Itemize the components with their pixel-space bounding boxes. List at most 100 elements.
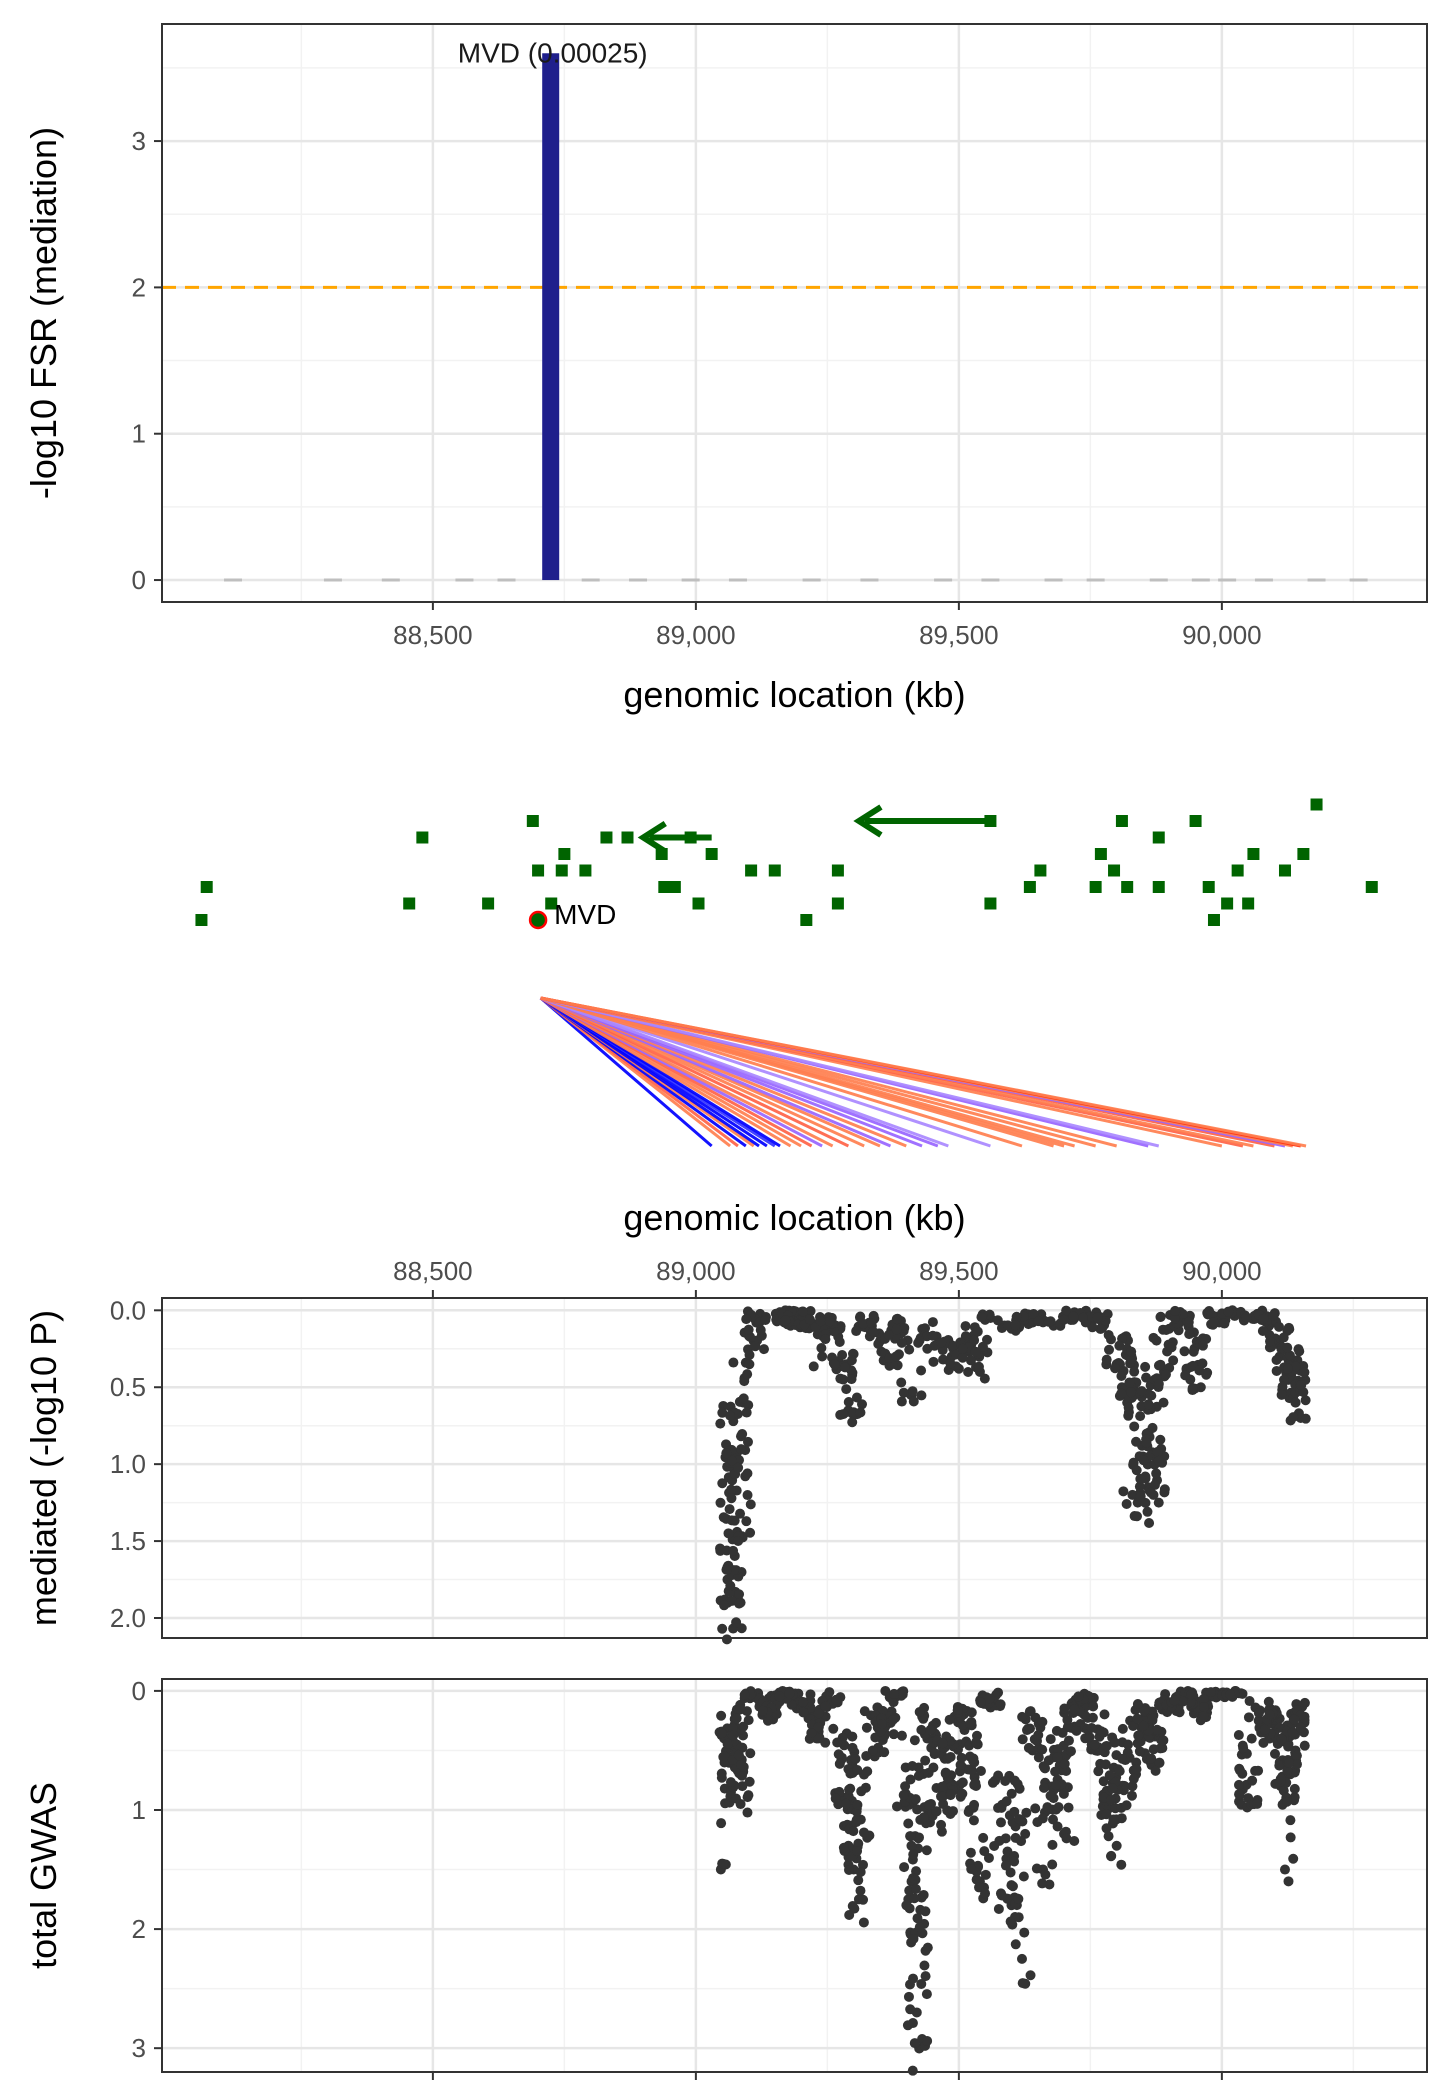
scatter-point xyxy=(1096,1726,1107,1737)
gene-marker xyxy=(984,815,997,827)
scatter-point xyxy=(1140,1361,1151,1372)
x-tick-label: 89,500 xyxy=(919,620,999,650)
scatter-point xyxy=(1011,1311,1022,1322)
scatter-point xyxy=(1153,1360,1164,1371)
scatter-point xyxy=(1145,1487,1156,1498)
scatter-point xyxy=(725,1580,736,1591)
scatter-point xyxy=(805,1702,816,1713)
scatter-point xyxy=(908,1396,919,1407)
scatter-point xyxy=(877,1705,888,1716)
scatter-point xyxy=(1010,1939,1021,1950)
scatter-point xyxy=(1128,1773,1139,1784)
scatter-point xyxy=(989,1840,1000,1851)
scatter-point xyxy=(844,1864,855,1875)
scatter-point xyxy=(833,1749,844,1760)
scatter-point xyxy=(820,1334,831,1345)
scatter-point xyxy=(920,1945,931,1956)
gene-marker xyxy=(403,897,416,910)
scatter-point xyxy=(938,1354,949,1365)
gene-track-x-title: genomic location (kb) xyxy=(623,1197,965,1238)
scatter-point xyxy=(1144,1517,1155,1528)
scatter-point xyxy=(1179,1346,1190,1357)
gene-marker xyxy=(745,864,758,877)
scatter-point xyxy=(1059,1758,1070,1769)
scatter-point xyxy=(1037,1744,1048,1755)
scatter-point xyxy=(891,1324,902,1335)
scatter-point xyxy=(1187,1383,1198,1394)
scatter-point xyxy=(1235,1765,1246,1776)
scatter-point xyxy=(921,1845,932,1856)
scatter-point xyxy=(1253,1765,1264,1776)
scatter-point xyxy=(930,1748,941,1759)
scatter-point xyxy=(1265,1336,1276,1347)
scatter-point xyxy=(735,1704,746,1715)
scatter-point xyxy=(735,1508,746,1519)
gene-marker xyxy=(831,897,844,910)
scatter-point xyxy=(1069,1835,1080,1846)
x-tick-label: 88,500 xyxy=(393,1256,473,1286)
x-axis-title: genomic location (kb) xyxy=(623,674,965,715)
scatter-point xyxy=(744,1776,755,1787)
bar-label: MVD (0.00025) xyxy=(458,37,648,68)
scatter-point xyxy=(1290,1361,1301,1372)
scatter-point xyxy=(1118,1486,1129,1497)
scatter-point xyxy=(909,1893,920,1904)
scatter-point xyxy=(1153,1497,1164,1508)
scatter-point xyxy=(838,1409,849,1420)
scatter-point xyxy=(1202,1367,1213,1378)
scatter-point xyxy=(1045,1790,1056,1801)
scatter-point xyxy=(889,1688,900,1699)
y-tick-label: 0 xyxy=(132,565,146,595)
scatter-point xyxy=(1153,1455,1164,1466)
scatter-point xyxy=(1040,1869,1051,1880)
scatter-point xyxy=(1244,1696,1255,1707)
scatter-point xyxy=(855,1407,866,1418)
scatter-point xyxy=(1184,1329,1195,1340)
scatter-point xyxy=(907,2065,918,2076)
scatter-point xyxy=(896,1730,907,1741)
scatter-point xyxy=(853,1838,864,1849)
scatter-point xyxy=(847,1731,858,1742)
scatter-point xyxy=(1238,1743,1249,1754)
scatter-point xyxy=(797,1306,808,1317)
scatter-point xyxy=(979,1373,990,1384)
scatter-point xyxy=(737,1429,748,1440)
scatter-point xyxy=(743,1715,754,1726)
scatter-point xyxy=(1051,1779,1062,1790)
scatter-point xyxy=(806,1727,817,1738)
scatter-point xyxy=(970,1346,981,1357)
scatter-point xyxy=(1052,1821,1063,1832)
scatter-point xyxy=(1117,1723,1128,1734)
scatter-point xyxy=(1151,1335,1162,1346)
scatter-point xyxy=(1059,1703,1070,1714)
scatter-point xyxy=(980,1869,991,1880)
panel-background xyxy=(162,1298,1427,1638)
scatter-point xyxy=(928,1762,939,1773)
gene-links xyxy=(539,996,1307,1148)
scatter-point xyxy=(914,1335,925,1346)
scatter-point xyxy=(937,1791,948,1802)
scatter-point xyxy=(1160,1369,1171,1380)
scatter-point xyxy=(1290,1397,1301,1408)
scatter-point xyxy=(945,1751,956,1762)
gene-link xyxy=(540,996,949,1148)
scatter-point xyxy=(739,1689,750,1700)
scatter-point xyxy=(968,1815,979,1826)
gene-marker xyxy=(1231,864,1244,877)
scatter-point xyxy=(716,1772,727,1783)
scatter-point xyxy=(1086,1722,1097,1733)
scatter-point xyxy=(1122,1739,1133,1750)
scatter-point xyxy=(1285,1815,1296,1826)
gene-marker xyxy=(1247,848,1260,860)
scatter-point xyxy=(1283,1741,1294,1752)
gene-marker xyxy=(1189,815,1202,827)
scatter-point xyxy=(1128,1457,1139,1468)
scatter-point xyxy=(719,1751,730,1762)
scatter-point xyxy=(995,1817,1006,1828)
scatter-point xyxy=(1161,1324,1172,1335)
scatter-point xyxy=(817,1351,828,1362)
scatter-point xyxy=(979,1846,990,1857)
scatter-point xyxy=(737,1781,748,1792)
scatter-point xyxy=(1188,1346,1199,1357)
scatter-point xyxy=(1040,1763,1051,1774)
